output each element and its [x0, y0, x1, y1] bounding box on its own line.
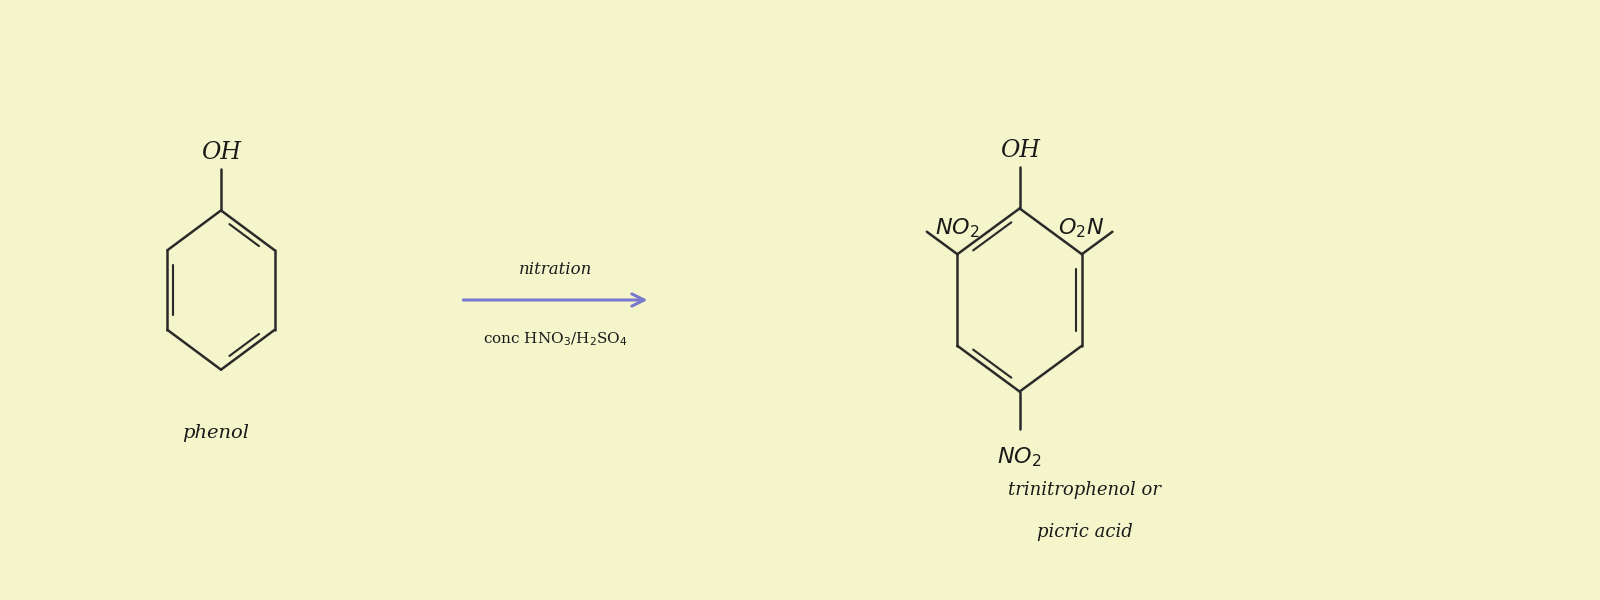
Text: OH: OH — [1000, 139, 1040, 161]
Text: $NO_2$: $NO_2$ — [934, 216, 979, 239]
Text: $NO_2$: $NO_2$ — [997, 445, 1042, 469]
Text: nitration: nitration — [518, 261, 592, 278]
Text: OH: OH — [202, 140, 242, 164]
Text: phenol: phenol — [182, 424, 250, 442]
Text: conc HNO$_3$/H$_2$SO$_4$: conc HNO$_3$/H$_2$SO$_4$ — [483, 330, 627, 347]
Text: picric acid: picric acid — [1037, 523, 1133, 541]
Text: $O_2N$: $O_2N$ — [1058, 216, 1104, 239]
Text: trinitrophenol or: trinitrophenol or — [1008, 481, 1162, 499]
